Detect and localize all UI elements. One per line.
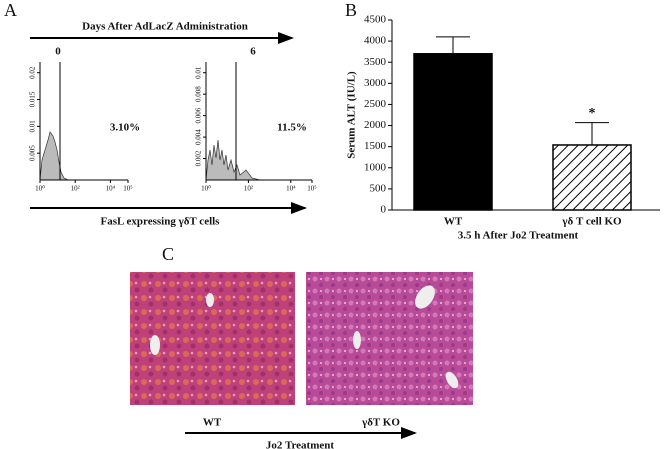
- panel-letter: B: [345, 0, 357, 20]
- annotation: *: [589, 106, 596, 121]
- x-tick-label: 10⁰: [35, 185, 45, 193]
- bar: [413, 53, 493, 211]
- y-tick-label: 4500: [364, 14, 387, 26]
- x-axis-label: 3.5 h After Jo2 Treatment: [458, 230, 579, 242]
- vessel: [415, 285, 435, 309]
- y-tick-label: 3500: [364, 56, 387, 68]
- x-tick-label: 10²: [244, 185, 253, 193]
- percent-label: 3.10%: [110, 122, 140, 134]
- histogram-shape: [39, 131, 69, 181]
- micrograph: [306, 272, 473, 405]
- y-tick-label: 0.02: [29, 66, 37, 79]
- x-tick-label: 10⁵: [123, 185, 133, 193]
- panel-footer: Jo2 Treatment: [266, 440, 334, 449]
- vessel: [150, 335, 160, 355]
- y-tick-label: 1000: [364, 161, 387, 173]
- bar: [552, 144, 632, 211]
- y-tick-label: 0.01: [195, 66, 203, 79]
- y-tick-label: 2000: [364, 119, 387, 131]
- image-label: WT: [203, 417, 222, 429]
- y-tick-label: 2500: [364, 98, 387, 110]
- x-tick-label: γδ T cell KO: [561, 216, 622, 228]
- y-axis-label: Serum ALT (IU/L): [346, 71, 358, 159]
- day-label: 6: [250, 46, 256, 58]
- x-tick-label: 10⁴: [106, 185, 116, 193]
- y-tick-label: 4000: [364, 35, 387, 47]
- y-tick-label: 0.002: [195, 150, 203, 166]
- y-tick-label: 0.015: [29, 91, 37, 107]
- vessel: [353, 331, 361, 349]
- y-tick-label: 0.005: [29, 145, 37, 161]
- y-tick-label: 3000: [364, 77, 387, 89]
- x-tick-label: WT: [444, 216, 463, 228]
- image-label: γδT KO: [361, 417, 400, 429]
- vessel: [445, 371, 459, 389]
- histogram-shape: [205, 139, 261, 181]
- panel-header: Days After AdLacZ Administration: [82, 21, 248, 33]
- percent-label: 11.5%: [277, 122, 307, 134]
- x-tick-label: 10⁴: [286, 185, 296, 193]
- y-tick-label: 0.004: [195, 129, 203, 145]
- x-tick-label: 10²: [71, 185, 80, 193]
- y-tick-label: 500: [370, 182, 387, 194]
- day-label: 0: [55, 46, 61, 58]
- x-tick-label: 10⁰: [201, 185, 211, 193]
- y-tick-label: 0: [381, 204, 387, 216]
- panel-letter: C: [162, 244, 174, 264]
- vessel: [206, 293, 214, 307]
- x-tick-label: 10⁵: [307, 185, 317, 193]
- y-tick-label: 1500: [364, 140, 387, 152]
- panel-letter: A: [4, 0, 17, 20]
- y-tick-label: 0.008: [195, 86, 203, 102]
- panel-footer: FasL expressing γδT cells: [101, 216, 221, 228]
- y-tick-label: 0.006: [195, 107, 203, 123]
- y-tick-label: 0.01: [29, 120, 37, 133]
